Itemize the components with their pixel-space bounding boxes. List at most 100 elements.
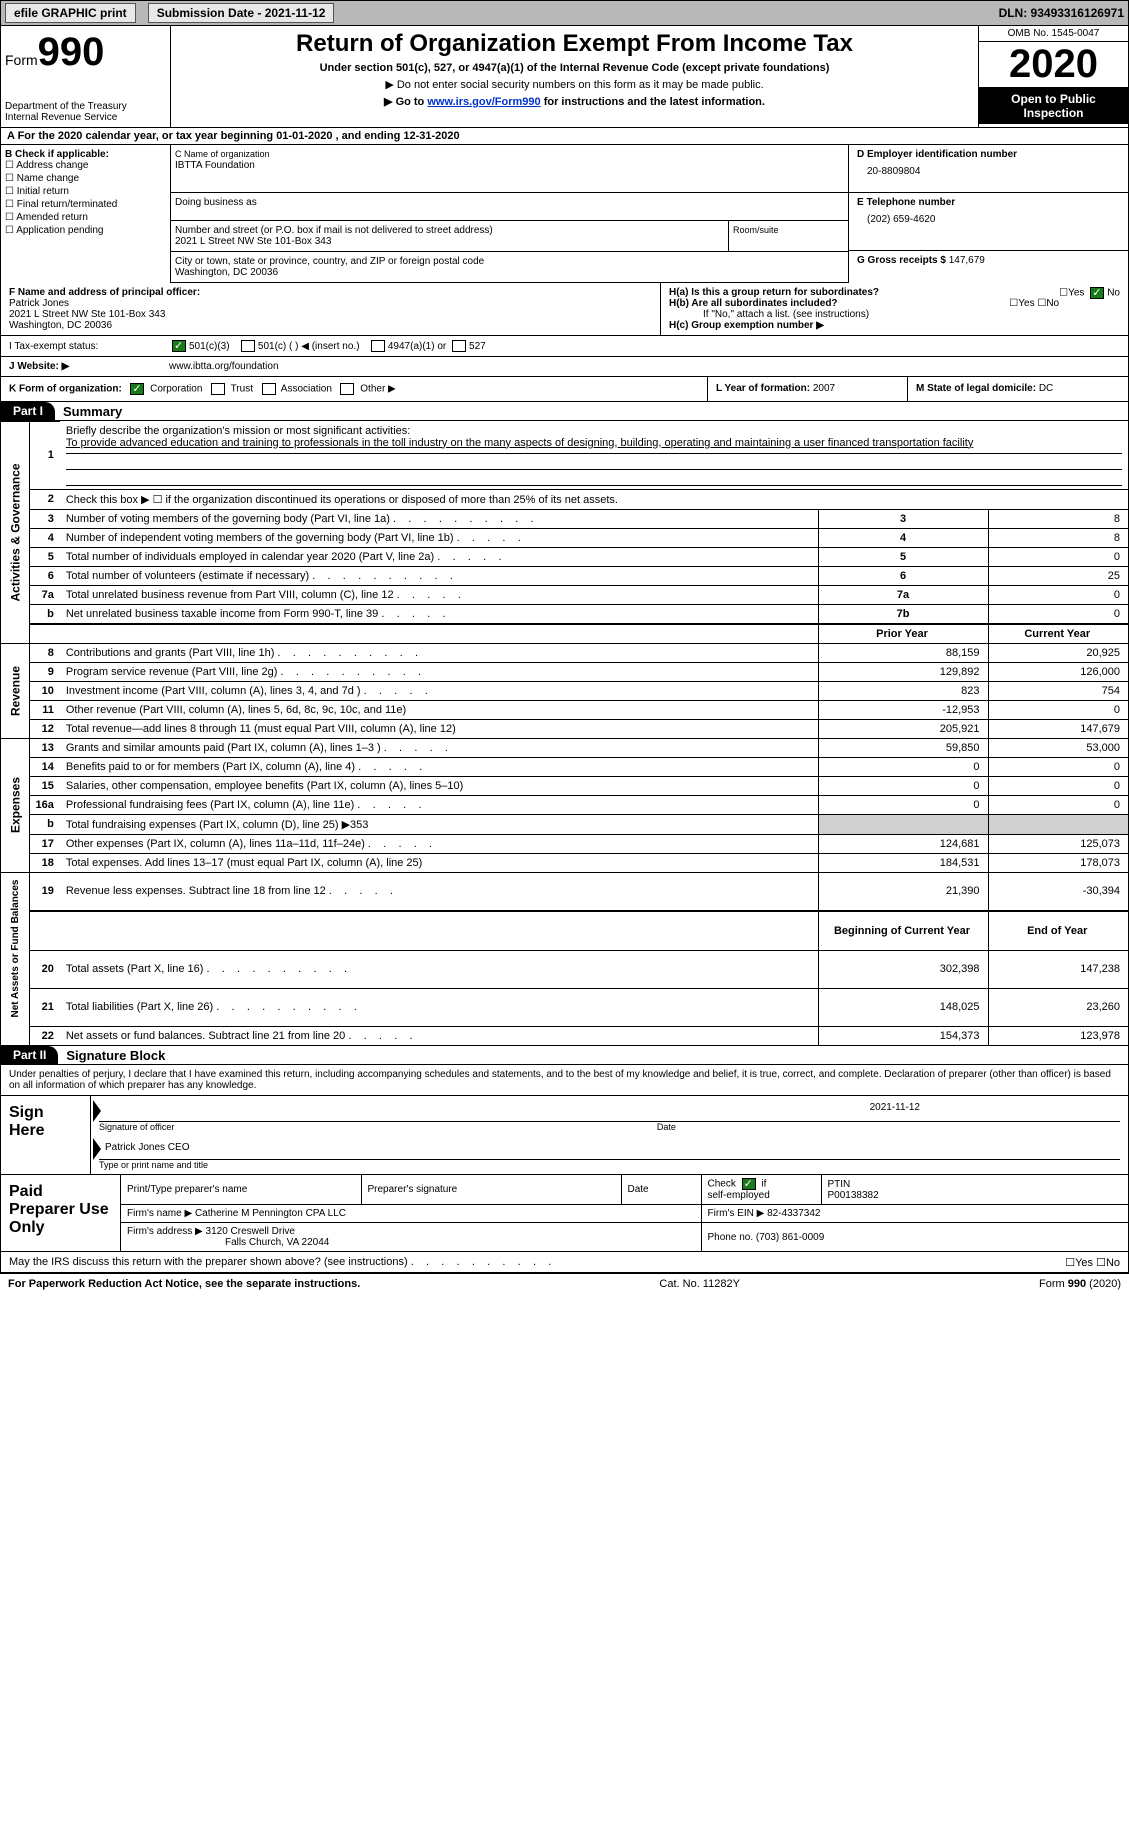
h-group-return: H(a) Is this a group return for subordin…	[661, 283, 1128, 335]
dba-label: Doing business as	[175, 197, 257, 208]
part1-body: Activities & Governance 1 Briefly descri…	[0, 421, 1129, 1046]
firm-name-cell: Firm's name ▶ Catherine M Pennington CPA…	[121, 1205, 701, 1223]
discuss-text: May the IRS discuss this return with the…	[9, 1256, 551, 1268]
chk-trust[interactable]	[211, 383, 225, 395]
officer-name-title: Patrick Jones CEO	[105, 1142, 189, 1153]
f-label: F Name and address of principal officer:	[9, 287, 200, 298]
org-name-box: C Name of organization IBTTA Foundation	[171, 145, 848, 193]
summary-table: Activities & Governance 1 Briefly descri…	[1, 421, 1128, 1045]
chk-501c3[interactable]	[172, 340, 186, 352]
row-f-h: F Name and address of principal officer:…	[0, 283, 1129, 336]
sig-arrow-icon	[93, 1100, 101, 1122]
side-activities: Activities & Governance	[1, 422, 29, 644]
chk-address-change[interactable]: Address change	[5, 160, 166, 171]
opt-trust: Trust	[231, 384, 253, 395]
org-name-value: IBTTA Foundation	[175, 160, 255, 171]
tax-year: 2020	[979, 42, 1128, 88]
line7b-val: 0	[988, 604, 1128, 624]
line3-lineno: 3	[818, 509, 988, 528]
line5-val: 0	[988, 547, 1128, 566]
line8-prior: 88,159	[818, 643, 988, 662]
l-year-formation: L Year of formation: 2007	[708, 377, 908, 401]
efile-print-button[interactable]: efile GRAPHIC print	[5, 3, 136, 23]
chk-initial-return[interactable]: Initial return	[5, 186, 166, 197]
col-b-header: B Check if applicable:	[5, 149, 166, 160]
row-j-website: J Website: ▶ www.ibtta.org/foundation	[0, 357, 1129, 377]
line10-prior: 823	[818, 681, 988, 700]
footer-formref: Form 990 (2020)	[1039, 1278, 1121, 1290]
line15-desc: Salaries, other compensation, employee b…	[60, 776, 818, 795]
chk-association[interactable]	[262, 383, 276, 395]
hc-row: H(c) Group exemption number ▶	[669, 320, 1120, 331]
line4-val: 8	[988, 528, 1128, 547]
chk-application-pending[interactable]: Application pending	[5, 225, 166, 236]
line6-val: 25	[988, 566, 1128, 585]
opt-501c: 501(c) ( ) ◀ (insert no.)	[258, 341, 360, 352]
prep-name-label: Print/Type preparer's name	[121, 1175, 361, 1205]
hb-note: If "No," attach a list. (see instruction…	[703, 309, 1120, 320]
city-box: City or town, state or province, country…	[171, 252, 848, 283]
part1-badge: Part I	[1, 402, 55, 420]
chk-self-employed[interactable]	[742, 1178, 756, 1190]
line11-curr: 0	[988, 700, 1128, 719]
line16b-desc: Total fundraising expenses (Part IX, col…	[60, 814, 818, 834]
side-expenses: Expenses	[1, 738, 29, 872]
line12-prior: 205,921	[818, 719, 988, 738]
chk-amended-return[interactable]: Amended return	[5, 212, 166, 223]
prep-date-label: Date	[621, 1175, 701, 1205]
form-label-text: Form	[5, 52, 38, 68]
part2-header-row: Part II Signature Block	[0, 1046, 1129, 1065]
street-box: Number and street (or P.O. box if mail i…	[171, 221, 728, 251]
page-footer: For Paperwork Reduction Act Notice, see …	[0, 1273, 1129, 1294]
q1-text: Briefly describe the organization's miss…	[66, 425, 410, 437]
dln-label: DLN: 93493316126971	[999, 6, 1124, 20]
form-number: Form990	[5, 30, 166, 75]
officer-sig-line: 2021-11-12	[99, 1100, 1120, 1122]
street-label: Number and street (or P.O. box if mail i…	[175, 225, 493, 236]
line18-curr: 178,073	[988, 853, 1128, 872]
line16b-curr	[988, 814, 1128, 834]
chk-final-return[interactable]: Final return/terminated	[5, 199, 166, 210]
signature-block: Under penalties of perjury, I declare th…	[0, 1065, 1129, 1175]
line22-beg: 154,373	[818, 1027, 988, 1046]
gross-value: 147,679	[949, 255, 985, 266]
irs-form990-link[interactable]: www.irs.gov/Form990	[427, 96, 540, 108]
header-middle: Return of Organization Exempt From Incom…	[171, 26, 978, 127]
opt-527: 527	[469, 341, 486, 352]
hb-row: H(b) Are all subordinates included? ☐Yes…	[669, 298, 1120, 309]
part2-badge: Part II	[1, 1046, 58, 1064]
line3-val: 8	[988, 509, 1128, 528]
line2-num: 2	[29, 489, 60, 509]
dept-treasury: Department of the Treasury	[5, 101, 166, 112]
line9-curr: 126,000	[988, 662, 1128, 681]
line15-curr: 0	[988, 776, 1128, 795]
ha-row: H(a) Is this a group return for subordin…	[669, 287, 1120, 298]
line13-desc: Grants and similar amounts paid (Part IX…	[60, 738, 818, 757]
org-name-label: C Name of organization	[175, 149, 270, 159]
discuss-row: May the IRS discuss this return with the…	[0, 1252, 1129, 1273]
line15-prior: 0	[818, 776, 988, 795]
line1-num: 1	[29, 422, 60, 490]
i-label: I Tax-exempt status:	[9, 341, 169, 352]
chk-corporation[interactable]	[130, 383, 144, 395]
footer-catno: Cat. No. 11282Y	[659, 1278, 740, 1290]
line22-desc: Net assets or fund balances. Subtract li…	[60, 1027, 818, 1046]
chk-name-change[interactable]: Name change	[5, 173, 166, 184]
line17-prior: 124,681	[818, 834, 988, 853]
chk-527[interactable]	[452, 340, 466, 352]
chk-other[interactable]	[340, 383, 354, 395]
chk-4947[interactable]	[371, 340, 385, 352]
line19-desc: Revenue less expenses. Subtract line 18 …	[60, 872, 818, 911]
line21-desc: Total liabilities (Part X, line 26)	[60, 988, 818, 1026]
sig-officer-caption: Signature of officer Date	[99, 1122, 1120, 1132]
line16a-desc: Professional fundraising fees (Part IX, …	[60, 795, 818, 814]
ha-no-checkbox[interactable]	[1090, 287, 1104, 299]
header-left: Form990 Department of the Treasury Inter…	[1, 26, 171, 127]
line18-desc: Total expenses. Add lines 13–17 (must eq…	[60, 853, 818, 872]
form-header: Form990 Department of the Treasury Inter…	[0, 26, 1129, 128]
line7a-lineno: 7a	[818, 585, 988, 604]
paid-preparer-block: Paid Preparer Use Only Print/Type prepar…	[0, 1175, 1129, 1252]
chk-501c[interactable]	[241, 340, 255, 352]
gross-receipts-box: G Gross receipts $ 147,679	[849, 251, 1128, 270]
line7a-val: 0	[988, 585, 1128, 604]
